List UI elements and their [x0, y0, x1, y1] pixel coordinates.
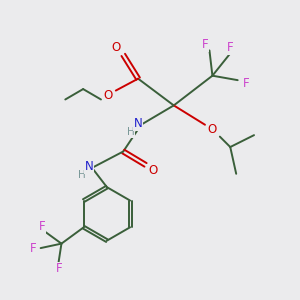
Text: F: F: [202, 38, 208, 51]
Text: O: O: [148, 164, 158, 177]
Text: F: F: [243, 76, 250, 90]
Text: F: F: [30, 242, 37, 256]
Text: F: F: [56, 262, 62, 275]
Text: N: N: [85, 160, 94, 173]
Text: O: O: [104, 88, 113, 101]
Text: F: F: [227, 41, 234, 54]
Text: H: H: [78, 170, 86, 180]
Text: N: N: [134, 117, 142, 130]
Text: O: O: [111, 41, 120, 54]
Text: O: O: [208, 123, 217, 136]
Text: H: H: [127, 127, 135, 137]
Text: F: F: [39, 220, 45, 233]
